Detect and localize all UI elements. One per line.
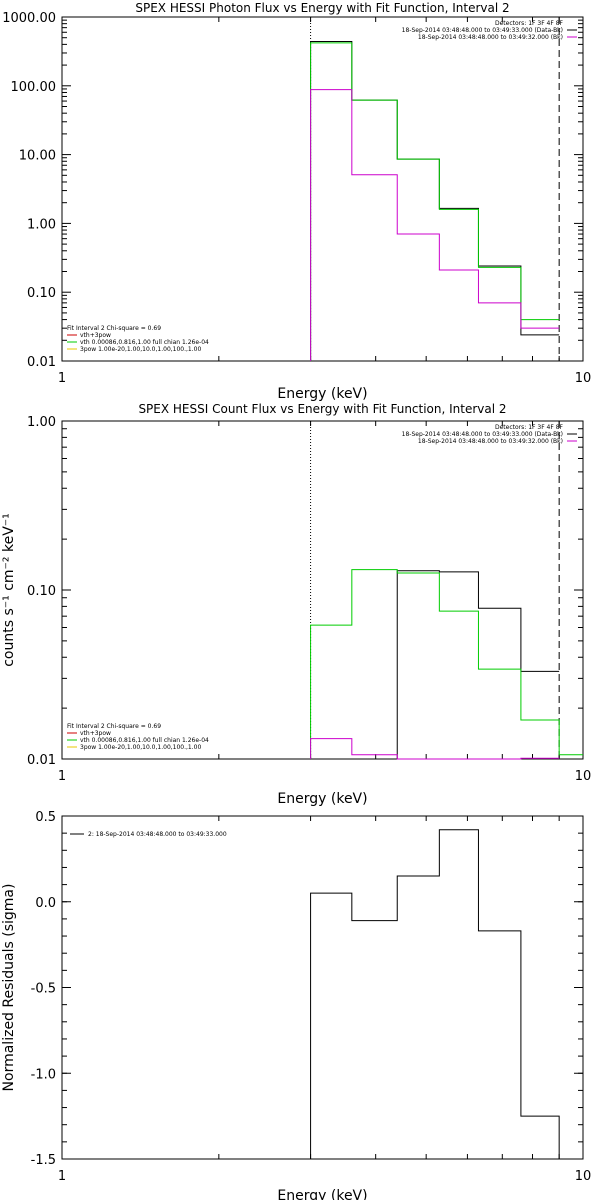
- y-tick-label: 0.10: [27, 286, 56, 301]
- y-tick-label: 1.00: [27, 217, 56, 232]
- legend-top-right-entry: 18-Sep-2014 03:48:48.000 to 03:49:32.000…: [418, 438, 563, 445]
- plot-frame-3: [61, 815, 584, 1160]
- y-axis-label-3: Normalized Residuals (sigma): [1, 884, 17, 1092]
- legend-top-right-entry: 18-Sep-2014 03:48:48.000 to 03:49:32.000…: [418, 34, 563, 41]
- legend-bottom-left-entry: Fit Interval 2 Chi-square = 0.69: [67, 325, 161, 332]
- legend-top-right-entry: 18-Sep-2014 03:48:48.000 to 03:49:33.000…: [402, 27, 563, 34]
- y-tick-label: 0.5: [35, 810, 56, 825]
- x-tick-label: 1: [58, 1169, 66, 1184]
- y-tick-label: -1.0: [31, 1067, 56, 1082]
- y-tick-label: 0.10: [27, 584, 56, 599]
- y-tick-label: 100.00: [11, 80, 57, 95]
- x-tick-label: 10: [575, 1169, 592, 1184]
- y-tick-label: 1.00: [27, 415, 56, 430]
- legend-bottom-left-entry: vth 0.00086,0.816,1.00 full chian 1.26e-…: [80, 339, 209, 346]
- legend-bottom-left-entry: 3pow 1.00e-20,1.00,10.0,1.00,100.,1.00: [80, 744, 201, 751]
- x-axis-label-2: Energy (keV): [277, 791, 367, 807]
- y-tick-label: 1000.00: [2, 11, 56, 26]
- x-tick-label: 10: [575, 371, 592, 386]
- series-step-line-1-2: [310, 42, 560, 361]
- legend-bottom-left-entry: vth+3pow: [80, 332, 111, 339]
- y-tick-label: -0.5: [31, 982, 56, 997]
- y-tick-label: 0.01: [27, 355, 56, 370]
- series-step-line-3-1: [310, 829, 560, 1159]
- plot-frame-1: [61, 16, 584, 362]
- x-axis-label-1: Energy (keV): [277, 386, 367, 402]
- legend-bottom-left-entry: vth+3pow: [80, 730, 111, 737]
- legend-bottom-left-entry: Fit Interval 2 Chi-square = 0.69: [67, 723, 161, 730]
- chart-title-2: SPEX HESSI Count Flux vs Energy with Fit…: [138, 402, 506, 416]
- legend-top-right-entry: Detectors: 1F 3F 4F 8F: [495, 424, 564, 431]
- y-tick-label: 0.0: [35, 896, 56, 911]
- plot-frame-2: [61, 420, 584, 760]
- y-tick-label: 0.01: [27, 753, 56, 768]
- legend-top-right-entry: Detectors: 1F 3F 4F 8F: [495, 20, 564, 27]
- series-step-line-2-1: [396, 570, 560, 759]
- series-step-line-2-3: [310, 738, 560, 760]
- legend-bottom-left-entry: vth 0.00086,0.816,1.00 full chian 1.26e-…: [80, 737, 209, 744]
- legend-bottom-left-entry: 3pow 1.00e-20,1.00,10.0,1.00,100.,1.00: [80, 346, 201, 353]
- series-step-line-2-2: [310, 569, 583, 759]
- y-tick-label: -1.5: [31, 1153, 56, 1168]
- x-tick-label: 1: [58, 769, 66, 784]
- y-axis-label-2: counts s⁻¹ cm⁻² keV⁻¹: [1, 513, 17, 667]
- x-tick-label: 1: [58, 371, 66, 386]
- series-step-line-1-3: [310, 89, 560, 361]
- x-axis-label-3: Energy (keV): [277, 1188, 367, 1200]
- chart-title-1: SPEX HESSI Photon Flux vs Energy with Fi…: [135, 1, 509, 15]
- y-tick-label: 10.00: [19, 149, 56, 164]
- legend-top-right-entry: 18-Sep-2014 03:48:48.000 to 03:49:33.000…: [402, 431, 563, 438]
- legend-top-left-entry: 2: 18-Sep-2014 03:48:48.000 to 03:49:33.…: [88, 831, 227, 838]
- x-tick-label: 10: [575, 769, 592, 784]
